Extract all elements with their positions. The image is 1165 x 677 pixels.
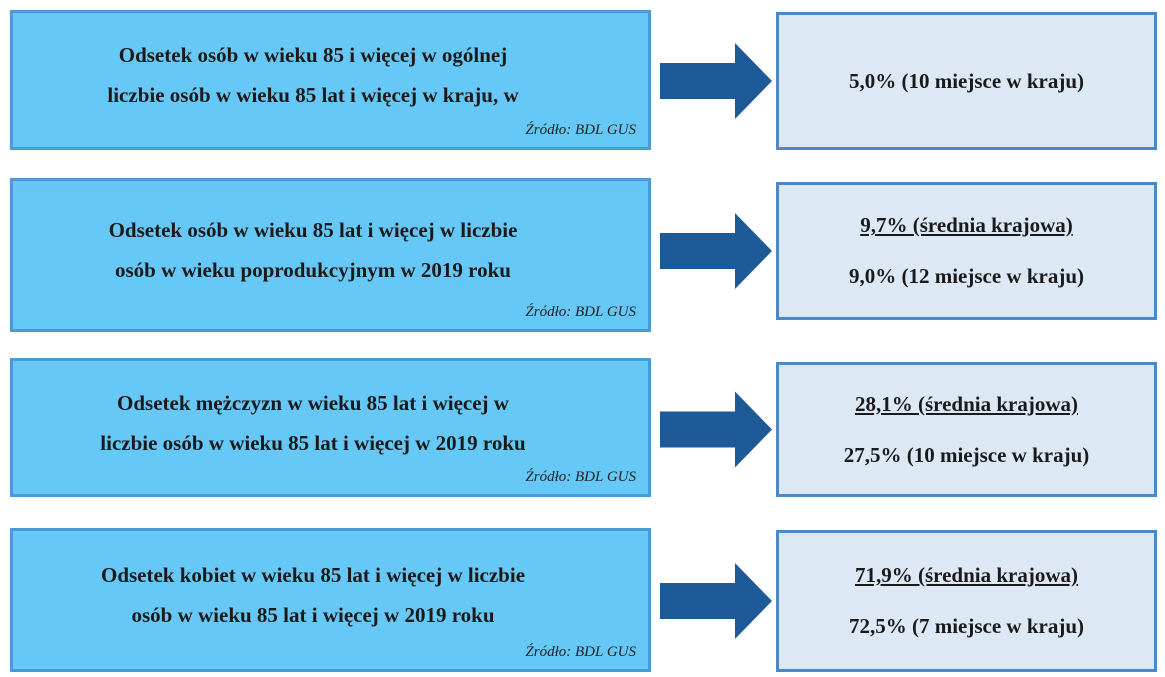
description-line: Odsetek mężczyzn w wieku 85 lat i więcej…	[117, 390, 509, 415]
value-box: 9,7% (średnia krajowa) 9,0% (12 miejsce w…	[776, 182, 1157, 320]
description: Odsetek kobiet w wieku 85 lat i więcej w…	[13, 555, 613, 635]
description: Odsetek mężczyzn w wieku 85 lat i więcej…	[13, 383, 613, 463]
source: Źródło: BDL GUS	[525, 469, 636, 485]
value: 27,5% (10 miejsce w kraju)	[843, 442, 1090, 467]
value: 9,0% (12 miejsce w kraju)	[848, 264, 1085, 288]
description-line: osób w wieku 85 lat i więcej w 2019 roku	[131, 603, 495, 627]
description-box: Odsetek mężczyzn w wieku 85 lat i więcej…	[10, 358, 651, 497]
arrow	[660, 563, 772, 639]
national-average: 28,1% (średnia krajowa)	[854, 391, 1079, 416]
value: 72,5% (7 miejsce w kraju)	[848, 614, 1085, 638]
source: Źródło: BDL GUS	[525, 644, 636, 660]
description-line: liczbie osób w wieku 85 lat i więcej w 2…	[100, 430, 526, 455]
description-box: Odsetek kobiet w wieku 85 lat i więcej w…	[10, 528, 651, 672]
source: Źródło: BDL GUS	[525, 122, 636, 138]
arrow	[660, 391, 772, 468]
value-box: 5,0% (10 miejsce w kraju)	[776, 12, 1157, 150]
source: Źródło: BDL GUS	[525, 304, 636, 320]
national-average: 71,9% (średnia krajowa)	[854, 563, 1079, 587]
arrow	[660, 213, 772, 289]
description: Odsetek osób w wieku 85 i więcej w ogóln…	[13, 35, 613, 115]
description-line: Odsetek osób w wieku 85 i więcej w ogóln…	[118, 43, 508, 67]
description: Odsetek osób w wieku 85 lat i więcej w l…	[13, 210, 613, 290]
value: 5,0% (10 miejsce w kraju)	[848, 68, 1085, 93]
description-box: Odsetek osób w wieku 85 i więcej w ogóln…	[10, 10, 651, 150]
description-box: Odsetek osób w wieku 85 lat i więcej w l…	[10, 178, 651, 332]
value-box: 71,9% (średnia krajowa) 72,5% (7 miejsce …	[776, 530, 1157, 672]
description-line: osób w wieku poprodukcyjnym w 2019 roku	[115, 258, 511, 282]
value-box: 28,1% (średnia krajowa) 27,5% (10 miejsce…	[776, 362, 1157, 497]
description-line: Odsetek osób w wieku 85 lat i więcej w l…	[108, 218, 518, 242]
national-average: 9,7% (średnia krajowa)	[860, 213, 1073, 237]
description-line: Odsetek kobiet w wieku 85 lat i więcej w…	[100, 563, 526, 587]
arrow	[660, 43, 772, 119]
description-line: liczbie osób w wieku 85 lat i więcej w k…	[107, 83, 519, 107]
